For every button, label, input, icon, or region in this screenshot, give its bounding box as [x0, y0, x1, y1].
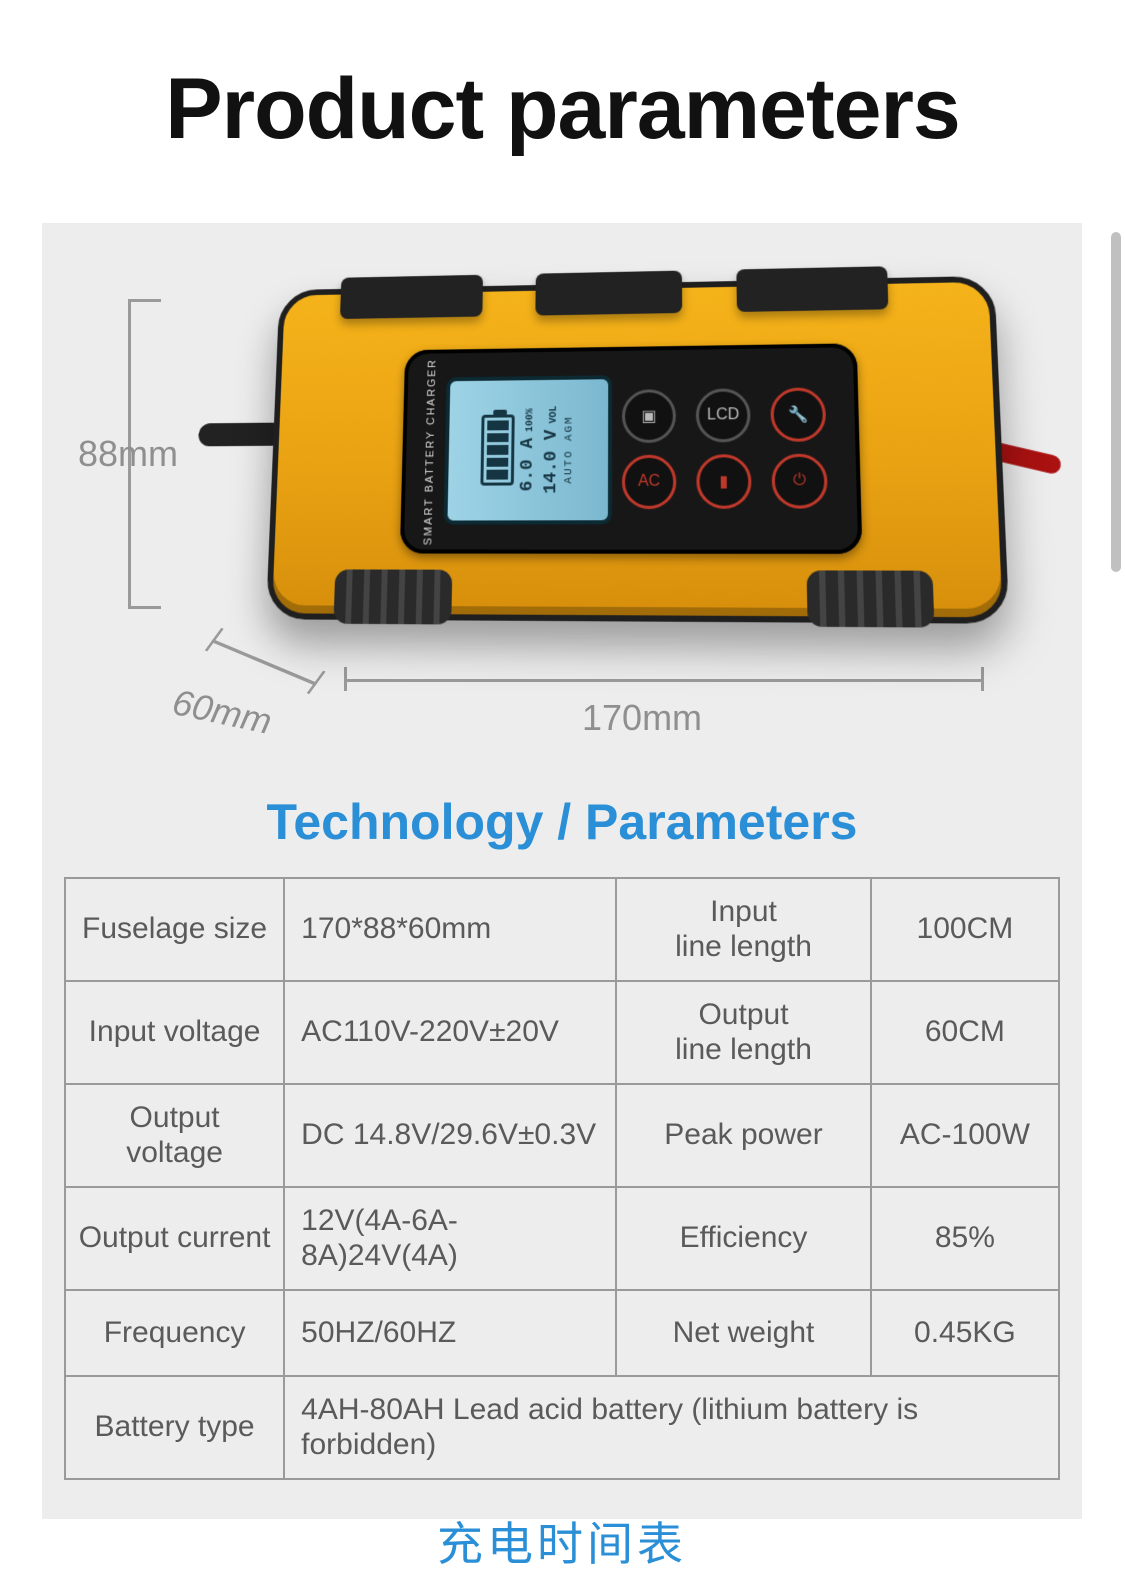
width-label: 170mm	[582, 697, 702, 739]
spec-table: Fuselage size170*88*60mmInput line lengt…	[64, 877, 1060, 1480]
spec-label: Input voltage	[65, 981, 284, 1084]
lcd-volts: 14.0 V	[541, 429, 561, 493]
depth-label: 60mm	[169, 681, 276, 743]
height-label: 88mm	[78, 433, 178, 475]
charger-body: SMART BATTERY CHARGER 6.0 A 100% 14.0 V VO…	[266, 276, 1010, 624]
cable-left-icon	[198, 423, 283, 447]
fast-button-icon: ▮	[696, 454, 752, 509]
lcd-mode: AUTO AGM	[563, 415, 575, 483]
charger-illustration: SMART BATTERY CHARGER 6.0 A 100% 14.0 V VO…	[255, 256, 1021, 645]
spec-value: AC-100W	[871, 1084, 1059, 1187]
spec-label: Net weight	[616, 1290, 871, 1376]
mode-button-icon: ▣	[622, 389, 676, 443]
spec-value: 0.45KG	[871, 1290, 1059, 1376]
spec-value: 85%	[871, 1187, 1059, 1290]
button-grid: ▣ LCD 🔧 AC ▮ ⏻	[616, 381, 843, 515]
lcd-vol: VOL	[549, 406, 560, 424]
spec-label: Input line length	[616, 878, 871, 981]
product-panel: 88mm 60mm 170mm SMART BATTERY CHARGER 6.…	[42, 223, 1082, 1519]
dimension-diagram: 88mm 60mm 170mm SMART BATTERY CHARGER 6.…	[42, 223, 1082, 783]
lcd-screen: 6.0 A 100% 14.0 V VOL AUTO AGM	[443, 375, 612, 524]
spec-label: Frequency	[65, 1290, 284, 1376]
fin-icon	[535, 271, 682, 316]
brand-strip: SMART BATTERY CHARGER	[418, 363, 443, 539]
brand-text: SMART BATTERY CHARGER	[422, 358, 438, 545]
power-button-icon: ⏻	[771, 454, 828, 509]
spec-label: Efficiency	[616, 1187, 871, 1290]
spec-label: Fuselage size	[65, 878, 284, 981]
lcd-button-icon: LCD	[696, 388, 751, 442]
table-row: Frequency50HZ/60HZNet weight0.45KG	[65, 1290, 1059, 1376]
depth-bracket	[211, 639, 317, 686]
lcd-amps: 6.0 A	[518, 438, 538, 492]
spec-label: Peak power	[616, 1084, 871, 1187]
spec-value: 4AH-80AH Lead acid battery (lithium batt…	[284, 1376, 1059, 1479]
battery-icon	[480, 414, 514, 485]
table-row: Input voltageAC110V-220V±20VOutput line …	[65, 981, 1059, 1084]
spec-label: Output voltage	[65, 1084, 284, 1187]
lcd-pct: 100%	[525, 408, 536, 432]
spec-value: 100CM	[871, 878, 1059, 981]
spec-label: Output line length	[616, 981, 871, 1084]
spec-value: 170*88*60mm	[284, 878, 616, 981]
spec-label: Output current	[65, 1187, 284, 1290]
table-row: Battery type4AH-80AH Lead acid battery (…	[65, 1376, 1059, 1479]
grip-icon	[333, 569, 452, 624]
fin-icon	[340, 275, 483, 319]
section-heading: Technology / Parameters	[42, 783, 1082, 877]
spec-value: DC 14.8V/29.6V±0.3V	[284, 1084, 616, 1187]
spec-label: Battery type	[65, 1376, 284, 1479]
scrollbar[interactable]	[1111, 232, 1121, 572]
footer-heading: 充电时间表	[42, 1480, 1082, 1574]
maintain-button-icon: 🔧	[770, 387, 826, 442]
table-row: Output current12V(4A-6A-8A)24V(4A)Effici…	[65, 1187, 1059, 1290]
spec-value: 12V(4A-6A-8A)24V(4A)	[284, 1187, 616, 1290]
width-bracket	[344, 679, 984, 682]
table-row: Fuselage size170*88*60mmInput line lengt…	[65, 878, 1059, 981]
spec-value: 60CM	[871, 981, 1059, 1084]
spec-value: AC110V-220V±20V	[284, 981, 616, 1084]
fin-icon	[736, 266, 888, 312]
spec-value: 50HZ/60HZ	[284, 1290, 616, 1376]
page-title: Product parameters	[0, 0, 1125, 199]
grip-icon	[806, 570, 934, 627]
table-row: Output voltageDC 14.8V/29.6V±0.3VPeak po…	[65, 1084, 1059, 1187]
charger-face: SMART BATTERY CHARGER 6.0 A 100% 14.0 V VO…	[400, 343, 863, 554]
ac-button-icon: AC	[622, 455, 676, 509]
